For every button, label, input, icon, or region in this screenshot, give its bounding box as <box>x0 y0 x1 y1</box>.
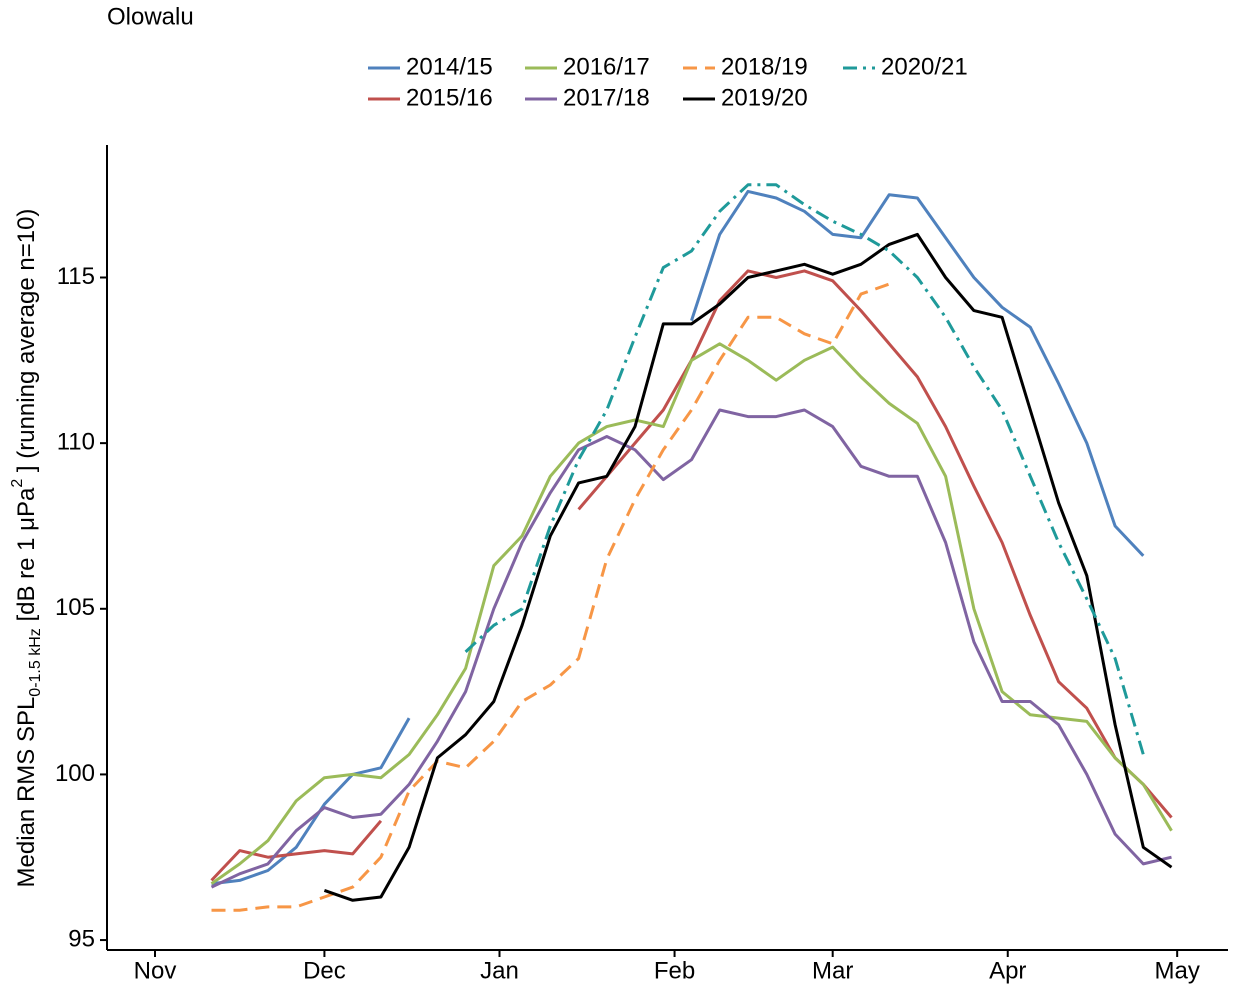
y-tick-label: 105 <box>55 594 95 621</box>
y-axis-label-sub: 0-1.5 kHz <box>27 628 44 696</box>
legend-label: 2014/15 <box>406 53 493 80</box>
legend-label: 2018/19 <box>721 53 808 80</box>
y-axis-label: Median RMS SPL0-1.5 kHz [dB re 1 μPa2 ] … <box>9 209 44 888</box>
y-axis-label-part: [dB re 1 μPa <box>13 487 40 628</box>
legend-label: 2016/17 <box>563 53 650 80</box>
series-line <box>211 189 1145 886</box>
y-axis-label-sup: 2 <box>9 479 26 488</box>
y-axis-label-part: ] (running average n=10) <box>13 209 40 479</box>
series-line <box>210 408 1172 889</box>
legend-label: 2017/18 <box>563 84 650 111</box>
x-tick-label: Dec <box>303 957 346 984</box>
series-line <box>323 232 1173 902</box>
series-line <box>210 342 1173 885</box>
legend-label: 2020/21 <box>881 53 968 80</box>
y-axis-label-part: Median RMS SPL <box>13 697 40 888</box>
series-line <box>211 282 890 912</box>
x-tick-label: Feb <box>654 957 695 984</box>
series-line <box>464 183 1145 755</box>
y-tick-label: 100 <box>55 760 95 787</box>
y-tick-label: 110 <box>57 428 95 455</box>
legend-label: 2015/16 <box>406 84 493 111</box>
chart-title: Olowalu <box>107 3 194 30</box>
y-tick-label: 115 <box>57 263 95 290</box>
series-line <box>210 269 1173 882</box>
legend-label: 2019/20 <box>721 84 808 111</box>
x-tick-label: Mar <box>812 957 853 984</box>
y-tick-label: 95 <box>68 925 95 952</box>
x-tick-label: Apr <box>989 957 1026 984</box>
x-tick-label: Nov <box>134 957 177 984</box>
x-tick-label: Jan <box>480 957 519 984</box>
x-tick-label: May <box>1155 957 1200 984</box>
